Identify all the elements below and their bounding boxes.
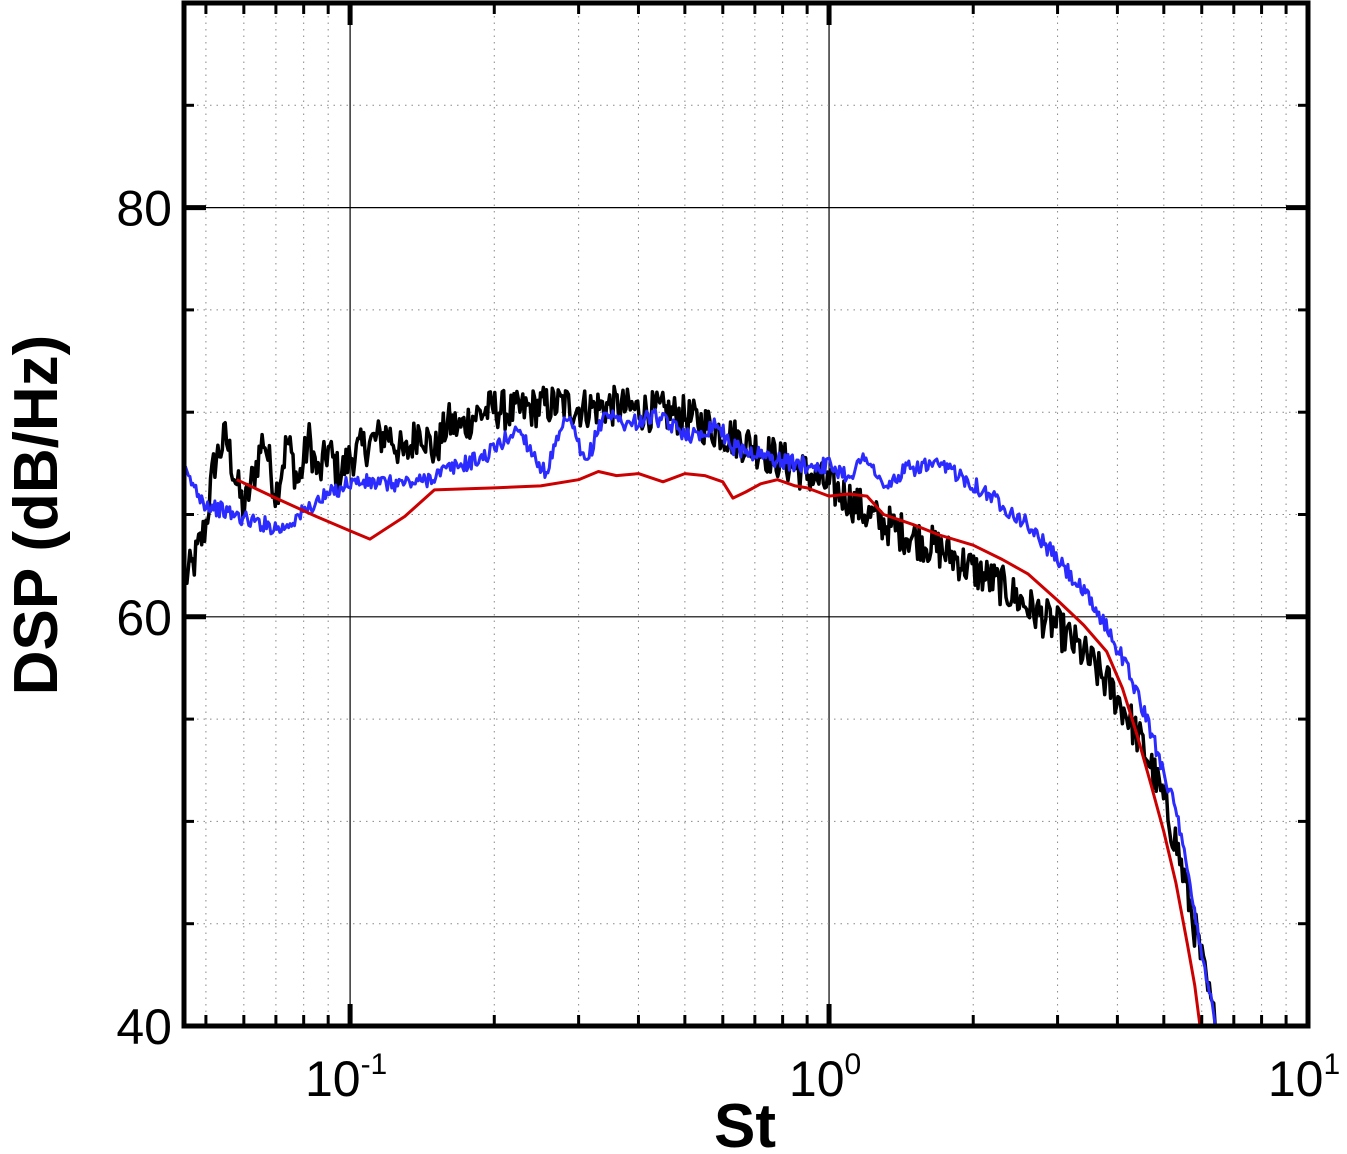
series-group bbox=[182, 384, 1217, 1027]
y-axis-label: DSP (dB/Hz) bbox=[2, 335, 71, 696]
tick-marks bbox=[184, 3, 1308, 1029]
x-tick-label: 101 bbox=[1268, 1048, 1340, 1107]
series-line-3 bbox=[236, 470, 1202, 1027]
series-line-1 bbox=[182, 384, 1217, 1027]
x-axis-label: St bbox=[714, 1092, 776, 1154]
plot-frame bbox=[181, 0, 1311, 1029]
x-tick-label: 10-1 bbox=[305, 1048, 387, 1107]
x-tick-label: 100 bbox=[789, 1048, 861, 1107]
svg-text:100: 100 bbox=[789, 1048, 861, 1107]
svg-text:101: 101 bbox=[1268, 1048, 1340, 1107]
y-tick-label: 60 bbox=[116, 590, 172, 646]
svg-text:10-1: 10-1 bbox=[305, 1048, 387, 1107]
y-tick-label: 80 bbox=[116, 181, 172, 237]
grid bbox=[184, 3, 1308, 1026]
series-line-2 bbox=[182, 408, 1217, 1027]
y-tick-labels: 40 60 80 bbox=[116, 181, 172, 1055]
y-tick-label: 40 bbox=[116, 999, 172, 1055]
x-tick-labels: 10-1 100 101 bbox=[305, 1048, 1340, 1107]
